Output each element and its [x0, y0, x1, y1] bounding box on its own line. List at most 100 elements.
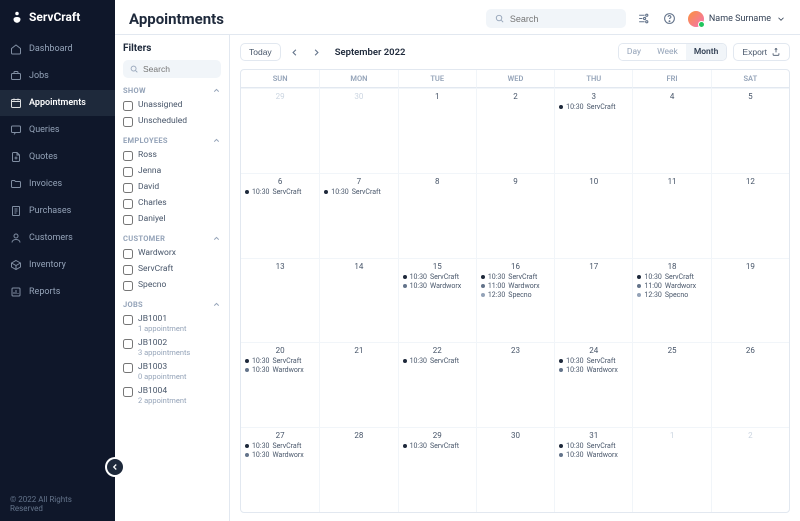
view-day[interactable]: Day [619, 44, 649, 60]
filter-checkbox[interactable] [123, 281, 133, 291]
calendar-cell[interactable]: 21 [319, 342, 397, 427]
calendar-event[interactable]: 10:30 Wardworx [245, 366, 315, 374]
calendar-cell[interactable]: 1 [632, 427, 710, 512]
filter-section-header[interactable]: SHOW [123, 86, 221, 95]
global-search-input[interactable] [510, 14, 618, 24]
filter-item[interactable]: JB10023 appointments [123, 337, 221, 358]
calendar-cell[interactable]: 2410:30 ServCraft10:30 Wardworx [554, 342, 632, 427]
calendar-cell[interactable]: 28 [319, 427, 397, 512]
user-menu[interactable]: Name Surname [688, 11, 786, 27]
sidebar-item-purchases[interactable]: Purchases [0, 198, 115, 224]
filter-checkbox[interactable] [123, 199, 133, 209]
filter-checkbox[interactable] [123, 183, 133, 193]
filter-item[interactable]: JB10042 appointment [123, 385, 221, 406]
filter-item[interactable]: JB10011 appointment [123, 313, 221, 334]
filter-item[interactable]: Jenna [123, 165, 221, 178]
calendar-cell[interactable]: 2010:30 ServCraft10:30 Wardworx [241, 342, 319, 427]
calendar-cell[interactable]: 4 [632, 88, 710, 173]
sidebar-item-inventory[interactable]: Inventory [0, 252, 115, 278]
filter-item[interactable]: Charles [123, 197, 221, 210]
calendar-event[interactable]: 10:30 ServCraft [245, 442, 315, 450]
filter-checkbox[interactable] [123, 265, 133, 275]
calendar-event[interactable]: 10:30 Wardworx [403, 282, 472, 290]
calendar-cell[interactable]: 2710:30 ServCraft10:30 Wardworx [241, 427, 319, 512]
calendar-cell[interactable]: 30 [476, 427, 554, 512]
filter-section-header[interactable]: JOBS [123, 300, 221, 309]
next-button[interactable] [309, 44, 325, 60]
filter-item[interactable]: Specno [123, 279, 221, 292]
filter-item[interactable]: ServCraft [123, 263, 221, 276]
calendar-cell[interactable]: 1610:30 ServCraft11:00 Wardworx12:30 Spe… [476, 258, 554, 343]
calendar-cell[interactable]: 2 [476, 88, 554, 173]
calendar-cell[interactable]: 610:30 ServCraft [241, 173, 319, 258]
calendar-cell[interactable]: 310:30 ServCraft [554, 88, 632, 173]
filter-search[interactable] [123, 60, 221, 78]
calendar-event[interactable]: 10:30 ServCraft [245, 357, 315, 365]
filter-checkbox[interactable] [123, 315, 133, 325]
filter-search-input[interactable] [143, 64, 215, 74]
filter-checkbox[interactable] [123, 117, 133, 127]
filter-checkbox[interactable] [123, 215, 133, 225]
filter-checkbox[interactable] [123, 249, 133, 259]
filter-checkbox[interactable] [123, 339, 133, 349]
calendar-cell[interactable]: 710:30 ServCraft [319, 173, 397, 258]
brand[interactable]: ServCraft [0, 0, 115, 36]
calendar-cell[interactable]: 26 [711, 342, 789, 427]
calendar-event[interactable]: 10:30 Wardworx [245, 451, 315, 459]
filter-section-header[interactable]: CUSTOMER [123, 234, 221, 243]
filter-item[interactable]: JB10030 appointment [123, 361, 221, 382]
filter-item[interactable]: Unscheduled [123, 115, 221, 128]
view-week[interactable]: Week [649, 44, 686, 60]
calendar-event[interactable]: 10:30 ServCraft [403, 357, 472, 365]
calendar-cell[interactable]: 1810:30 ServCraft11:00 Wardworx12:30 Spe… [632, 258, 710, 343]
help-icon[interactable] [662, 11, 678, 27]
calendar-event[interactable]: 10:30 Wardworx [559, 451, 628, 459]
sidebar-item-appointments[interactable]: Appointments [0, 90, 115, 116]
calendar-event[interactable]: 11:00 Wardworx [637, 282, 706, 290]
calendar-cell[interactable]: 19 [711, 258, 789, 343]
settings-icon[interactable] [636, 11, 652, 27]
filter-checkbox[interactable] [123, 151, 133, 161]
calendar-event[interactable]: 11:00 Wardworx [481, 282, 550, 290]
sidebar-item-invoices[interactable]: Invoices [0, 171, 115, 197]
sidebar-item-quotes[interactable]: Quotes [0, 144, 115, 170]
filter-item[interactable]: Daniyel [123, 213, 221, 226]
calendar-cell[interactable]: 17 [554, 258, 632, 343]
calendar-event[interactable]: 10:30 ServCraft [481, 273, 550, 281]
filter-item[interactable]: Unassigned [123, 99, 221, 112]
calendar-event[interactable]: 12:30 Specno [481, 291, 550, 299]
calendar-event[interactable]: 10:30 ServCraft [559, 357, 628, 365]
calendar-event[interactable]: 10:30 ServCraft [324, 188, 393, 196]
calendar-cell[interactable]: 30 [319, 88, 397, 173]
calendar-cell[interactable]: 9 [476, 173, 554, 258]
sidebar-item-queries[interactable]: Queries [0, 117, 115, 143]
sidebar-item-customers[interactable]: Customers [0, 225, 115, 251]
calendar-cell[interactable]: 1 [398, 88, 476, 173]
calendar-cell[interactable]: 2910:30 ServCraft [398, 427, 476, 512]
calendar-cell[interactable]: 12 [711, 173, 789, 258]
calendar-cell[interactable]: 29 [241, 88, 319, 173]
sidebar-item-reports[interactable]: Reports [0, 279, 115, 305]
filter-checkbox[interactable] [123, 167, 133, 177]
calendar-cell[interactable]: 2210:30 ServCraft [398, 342, 476, 427]
today-button[interactable]: Today [240, 43, 281, 61]
filter-item[interactable]: David [123, 181, 221, 194]
calendar-event[interactable]: 10:30 ServCraft [403, 273, 472, 281]
calendar-cell[interactable]: 10 [554, 173, 632, 258]
filter-section-header[interactable]: EMPLOYEES [123, 136, 221, 145]
calendar-cell[interactable]: 25 [632, 342, 710, 427]
calendar-cell[interactable]: 8 [398, 173, 476, 258]
calendar-cell[interactable]: 23 [476, 342, 554, 427]
view-month[interactable]: Month [686, 44, 727, 60]
filter-checkbox[interactable] [123, 363, 133, 373]
filter-item[interactable]: Ross [123, 149, 221, 162]
filter-item[interactable]: Wardworx [123, 247, 221, 260]
calendar-event[interactable]: 10:30 ServCraft [637, 273, 706, 281]
calendar-cell[interactable]: 1510:30 ServCraft10:30 Wardworx [398, 258, 476, 343]
prev-button[interactable] [287, 44, 303, 60]
calendar-cell[interactable]: 5 [711, 88, 789, 173]
calendar-event[interactable]: 10:30 ServCraft [245, 188, 315, 196]
calendar-event[interactable]: 10:30 Wardworx [559, 366, 628, 374]
calendar-cell[interactable]: 14 [319, 258, 397, 343]
calendar-event[interactable]: 10:30 ServCraft [559, 103, 628, 111]
